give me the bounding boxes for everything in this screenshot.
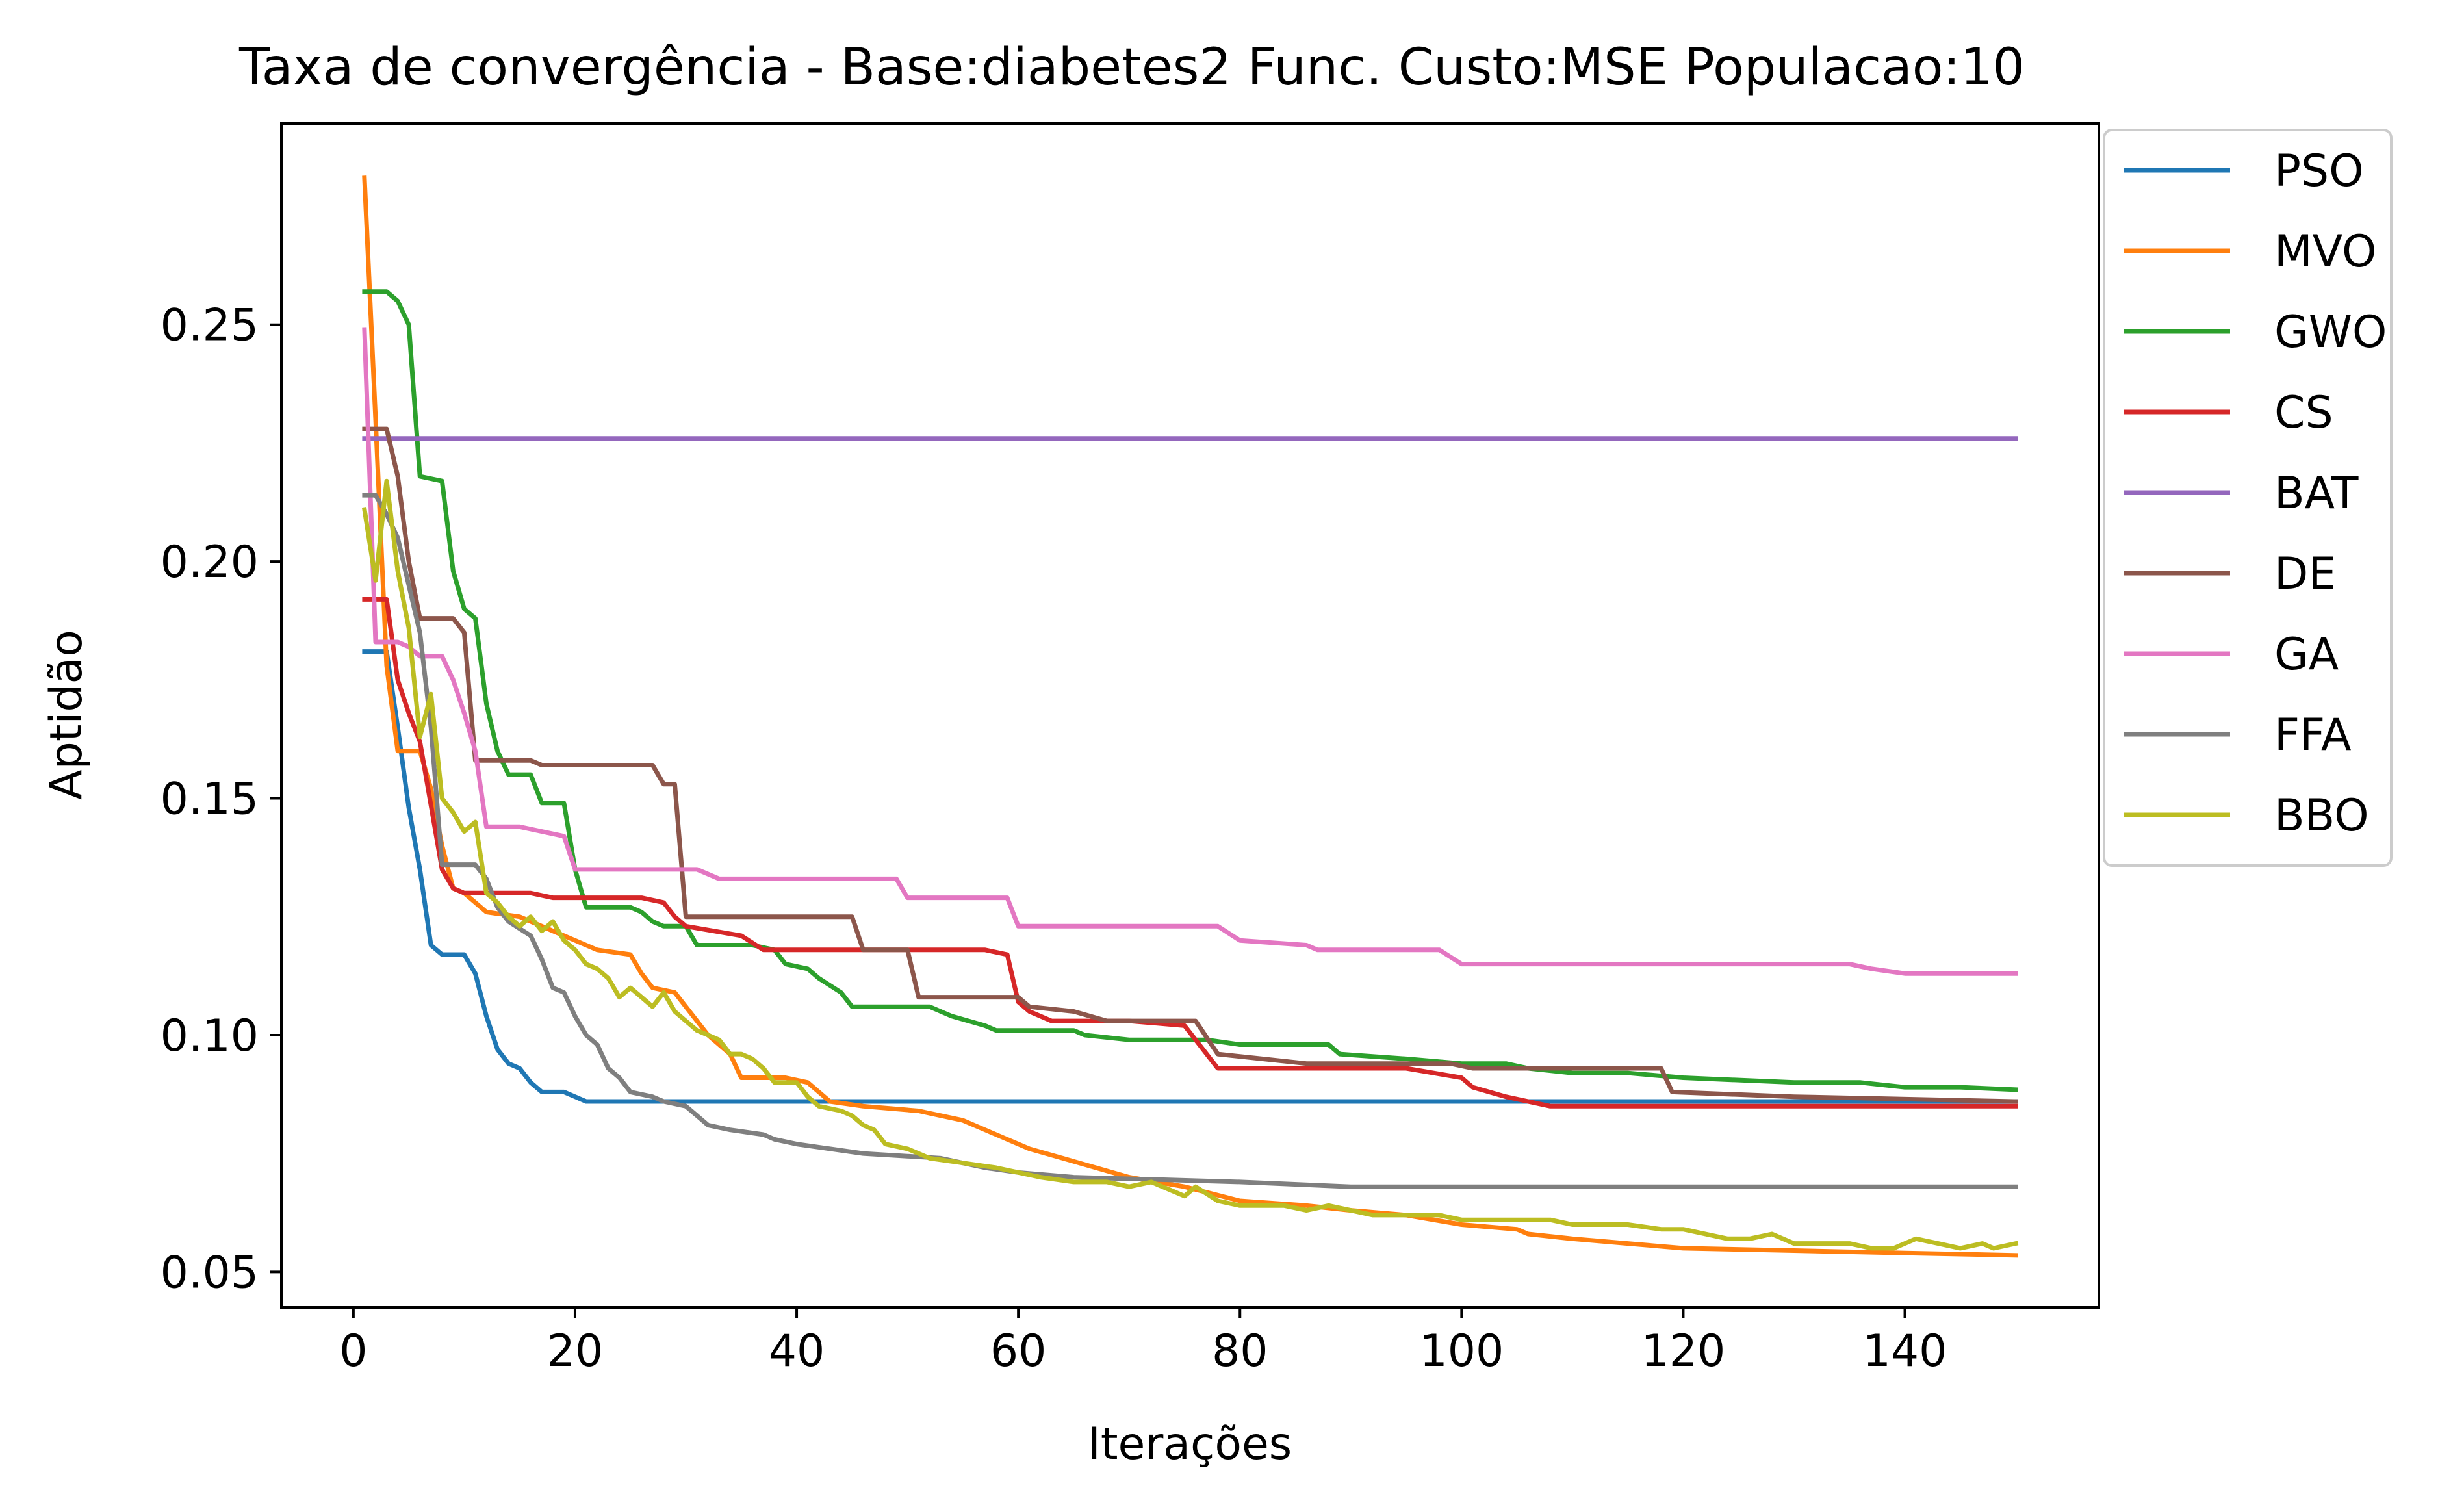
x-axis-label: Iterações [1088,1419,1292,1470]
y-axis-label: Aptidão [41,630,92,800]
x-tick-label: 40 [769,1326,825,1377]
x-tick-label: 20 [547,1326,604,1377]
x-tick-label: 60 [990,1326,1047,1377]
legend: PSO MVO GWO CS BAT DE GA FFA BBO [2103,129,2393,867]
x-tick-label: 0 [339,1326,367,1377]
series-layer [361,175,2019,1258]
legend-label-mvo: MVO [2274,226,2377,277]
legend-label-pso: PSO [2274,146,2364,197]
legend-label-bbo: BBO [2274,790,2369,842]
series-line-ga [362,327,2018,976]
legend-label-ffa: FFA [2274,710,2352,761]
y-tick-label: 0.05 [160,1247,259,1298]
series-line-cs [362,597,2018,1109]
y-tick-label: 0.20 [160,537,259,588]
y-axis-ticks: 0.05 0.10 0.15 0.20 0.25 [160,300,281,1298]
legend-label-ga: GA [2274,629,2339,680]
x-tick-label: 80 [1212,1326,1268,1377]
x-tick-label: 140 [1863,1326,1947,1377]
legend-label-bat: BAT [2274,468,2359,519]
series-line-pso [362,649,2018,1104]
series-line-gwo [362,289,2018,1092]
legend-box [2103,129,2393,867]
y-tick-label: 0.25 [160,300,259,352]
series-line-bbo [361,478,2019,1251]
legend-label-gwo: GWO [2274,307,2387,358]
chart-title: Taxa de convergência - Base:diabetes2 Fu… [238,38,2025,97]
x-tick-label: 120 [1641,1326,1726,1377]
x-axis-ticks: 0 20 40 60 80 100 120 140 [339,1307,1947,1377]
series-line-de [362,426,2018,1104]
legend-label-de: DE [2274,548,2336,600]
series-line-mvo [362,175,2018,1258]
legend-label-cs: CS [2274,387,2333,439]
y-tick-label: 0.15 [160,774,259,825]
plot-area-frame [280,122,2100,1309]
y-tick-label: 0.10 [160,1010,259,1062]
x-tick-label: 100 [1419,1326,1504,1377]
